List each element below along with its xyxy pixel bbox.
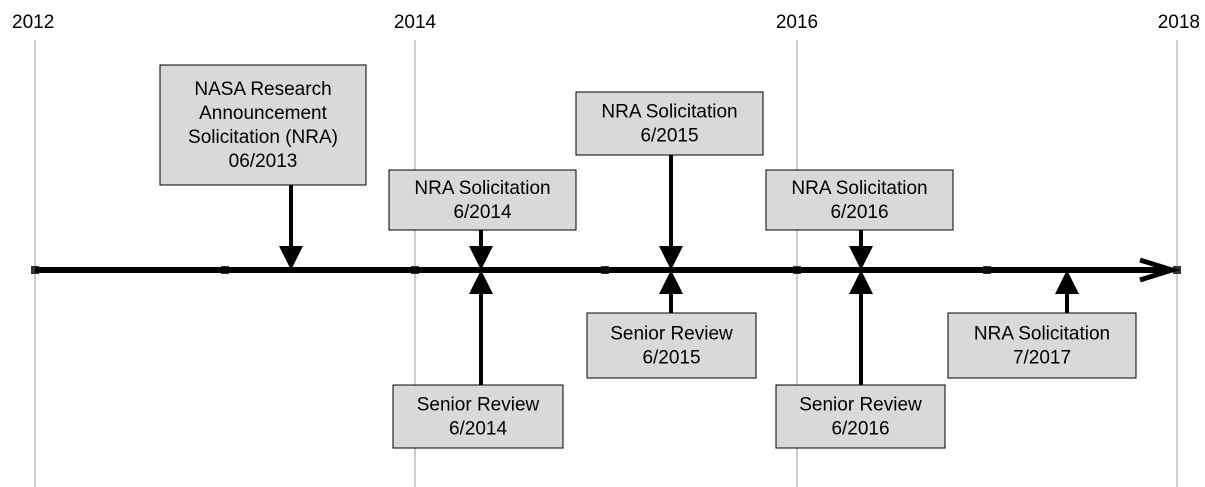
event-label: NRA Solicitation bbox=[601, 102, 737, 123]
event-label: NRA Solicitation bbox=[414, 178, 550, 199]
event-label: NRA Solicitation bbox=[974, 324, 1110, 345]
event-box bbox=[388, 169, 577, 231]
event-box bbox=[947, 312, 1137, 379]
event-box bbox=[765, 169, 954, 231]
event-label: 6/2016 bbox=[831, 419, 889, 440]
event-label: 6/2015 bbox=[640, 126, 698, 147]
event-box bbox=[775, 384, 946, 449]
event-box bbox=[586, 312, 757, 379]
event-label: Senior Review bbox=[417, 395, 540, 416]
event-label: Announcement bbox=[199, 103, 328, 124]
event-label: NRA Solicitation bbox=[791, 178, 927, 199]
event-box bbox=[392, 384, 564, 449]
event-label: Solicitation (NRA) bbox=[188, 127, 338, 148]
year-label: 2014 bbox=[394, 12, 437, 33]
event-label: 6/2014 bbox=[453, 202, 512, 223]
year-label: 2018 bbox=[1158, 12, 1200, 33]
year-label: 2016 bbox=[776, 12, 818, 33]
event-label: 6/2016 bbox=[830, 202, 888, 223]
event-label: Senior Review bbox=[799, 395, 922, 416]
axis-arrowhead bbox=[1139, 257, 1181, 283]
event-label: NASA Research bbox=[194, 79, 331, 100]
event-box bbox=[159, 64, 367, 186]
event-label: 7/2017 bbox=[1013, 348, 1071, 369]
event-box bbox=[575, 91, 764, 156]
event-label: 6/2014 bbox=[449, 419, 508, 440]
event-label: Senior Review bbox=[610, 324, 733, 345]
event-label: 06/2013 bbox=[229, 151, 298, 172]
year-label: 2012 bbox=[12, 12, 54, 33]
event-label: 6/2015 bbox=[642, 348, 700, 369]
